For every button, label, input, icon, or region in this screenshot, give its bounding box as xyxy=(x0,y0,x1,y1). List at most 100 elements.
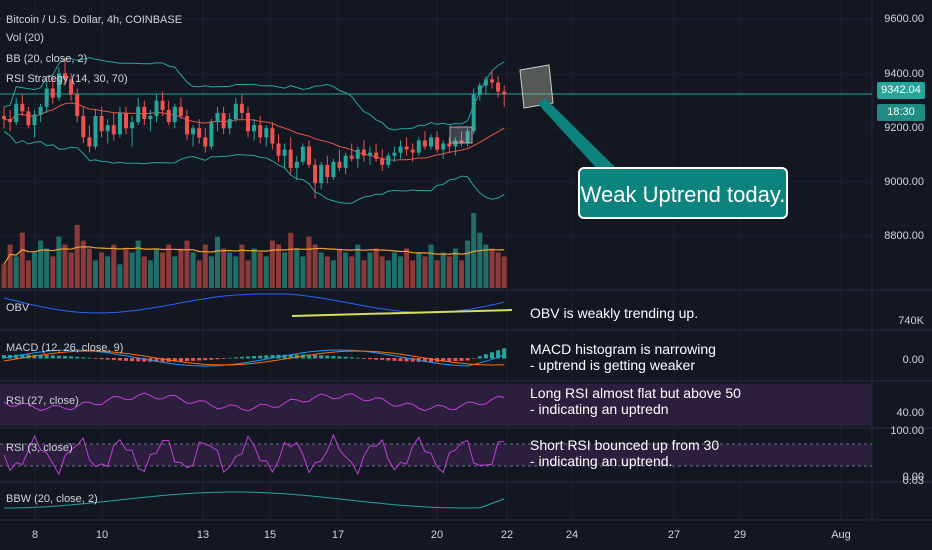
macd-histogram-bar xyxy=(124,358,128,361)
macd-histogram-bar xyxy=(337,356,342,359)
macd-histogram-bar xyxy=(142,358,147,362)
candle xyxy=(331,161,336,178)
macd-histogram-bar xyxy=(471,358,476,359)
volume-bar xyxy=(99,252,105,288)
candle-countdown: 18:30 xyxy=(877,104,925,121)
volume-bar xyxy=(1,264,7,288)
macd-histogram-bar xyxy=(392,358,397,361)
macd-histogram-bar xyxy=(325,355,330,359)
volume-bar xyxy=(74,224,80,288)
volume-bar xyxy=(440,252,446,288)
volume-bar xyxy=(190,252,196,288)
macd-histogram-bar xyxy=(404,358,409,362)
volume-bar xyxy=(93,260,98,288)
macd-histogram-bar xyxy=(87,357,92,359)
candle xyxy=(343,155,348,168)
volume-bar xyxy=(80,240,86,288)
candle xyxy=(117,112,122,135)
candle xyxy=(398,146,403,153)
candle xyxy=(154,100,159,116)
volume-bar xyxy=(471,213,477,288)
candle xyxy=(410,149,415,153)
macd-histogram-bar xyxy=(355,357,360,359)
macd-histogram-bar xyxy=(32,354,37,359)
candle xyxy=(81,116,86,138)
candle xyxy=(465,131,470,144)
rsi-long-band xyxy=(0,384,872,426)
volume-bar xyxy=(38,240,44,288)
candle xyxy=(14,103,19,123)
macd-histogram-bar xyxy=(56,355,61,359)
rsi-strategy-label: RSI Strategy (14, 30, 70) xyxy=(6,73,128,85)
candle xyxy=(459,140,464,144)
macd-histogram-bar xyxy=(264,355,269,359)
volume-bar xyxy=(172,256,178,288)
macd-histogram-bar xyxy=(349,357,354,359)
macd-histogram-bar xyxy=(105,358,110,360)
macd-note-line1: MACD histogram is narrowing xyxy=(530,341,716,357)
volume-bar xyxy=(410,260,416,288)
macd-histogram-bar xyxy=(160,358,165,362)
volume-bar xyxy=(68,252,74,288)
candle xyxy=(380,158,385,165)
macd-histogram-bar xyxy=(453,358,458,362)
volume-bar xyxy=(239,244,245,288)
obv-line xyxy=(3,293,505,314)
obv-trendline xyxy=(291,309,513,317)
candle xyxy=(300,146,305,162)
macd-histogram-bar xyxy=(178,358,183,362)
volume-bar xyxy=(50,256,56,288)
volume-bar xyxy=(269,240,275,288)
candle xyxy=(386,155,391,165)
volume-bar xyxy=(294,248,300,288)
price-tick: 9400.00 xyxy=(884,68,924,80)
candle xyxy=(105,125,110,132)
weak-uptrend-callout[interactable]: Weak Uptrend today. xyxy=(578,167,788,219)
rsi-long-note-line2: - indicating an uptredn xyxy=(530,401,669,417)
macd-histogram-bar xyxy=(361,358,366,359)
rsi-short-label: RSI (3, close) xyxy=(6,442,73,454)
volume-bar xyxy=(428,244,434,288)
macd-histogram-bar xyxy=(246,356,250,359)
candle xyxy=(349,155,354,159)
candle xyxy=(111,125,116,135)
candle xyxy=(374,152,379,159)
volume-bar xyxy=(263,256,269,288)
time-tick: 8 xyxy=(31,529,39,541)
time-tick: 22 xyxy=(500,529,514,541)
volume-bar xyxy=(160,252,166,288)
macd-histogram-bar xyxy=(172,358,177,362)
macd-histogram-bar xyxy=(99,358,104,360)
volume-bar xyxy=(391,252,397,288)
candle xyxy=(227,119,232,129)
candle xyxy=(56,73,61,98)
candle xyxy=(361,149,366,156)
candle xyxy=(282,149,287,156)
candle xyxy=(264,128,269,138)
volume-bar xyxy=(147,260,153,288)
bb-lower-band xyxy=(3,130,505,204)
candle xyxy=(32,114,37,126)
volume-bar xyxy=(330,260,336,288)
candle xyxy=(69,79,74,95)
candle xyxy=(416,140,421,153)
volume-bar xyxy=(202,244,208,288)
macd-histogram-bar xyxy=(447,358,452,362)
candle xyxy=(477,85,482,95)
volume-bar xyxy=(32,252,37,288)
macd-histogram-bar xyxy=(459,358,464,361)
time-tick: 13 xyxy=(196,529,210,541)
price-tick: 9000.00 xyxy=(884,176,924,188)
candle xyxy=(502,91,507,95)
obv-label: OBV xyxy=(6,302,30,314)
volume-bar xyxy=(312,244,318,288)
macd-histogram-bar xyxy=(386,358,391,361)
volume-bar xyxy=(282,252,288,288)
candle xyxy=(203,137,208,147)
candle xyxy=(355,149,360,159)
macd-histogram-bar xyxy=(300,354,305,359)
price-tick: 8800.00 xyxy=(884,230,924,242)
rsi-short-line xyxy=(3,433,505,476)
macd-histogram-bar xyxy=(282,354,287,359)
